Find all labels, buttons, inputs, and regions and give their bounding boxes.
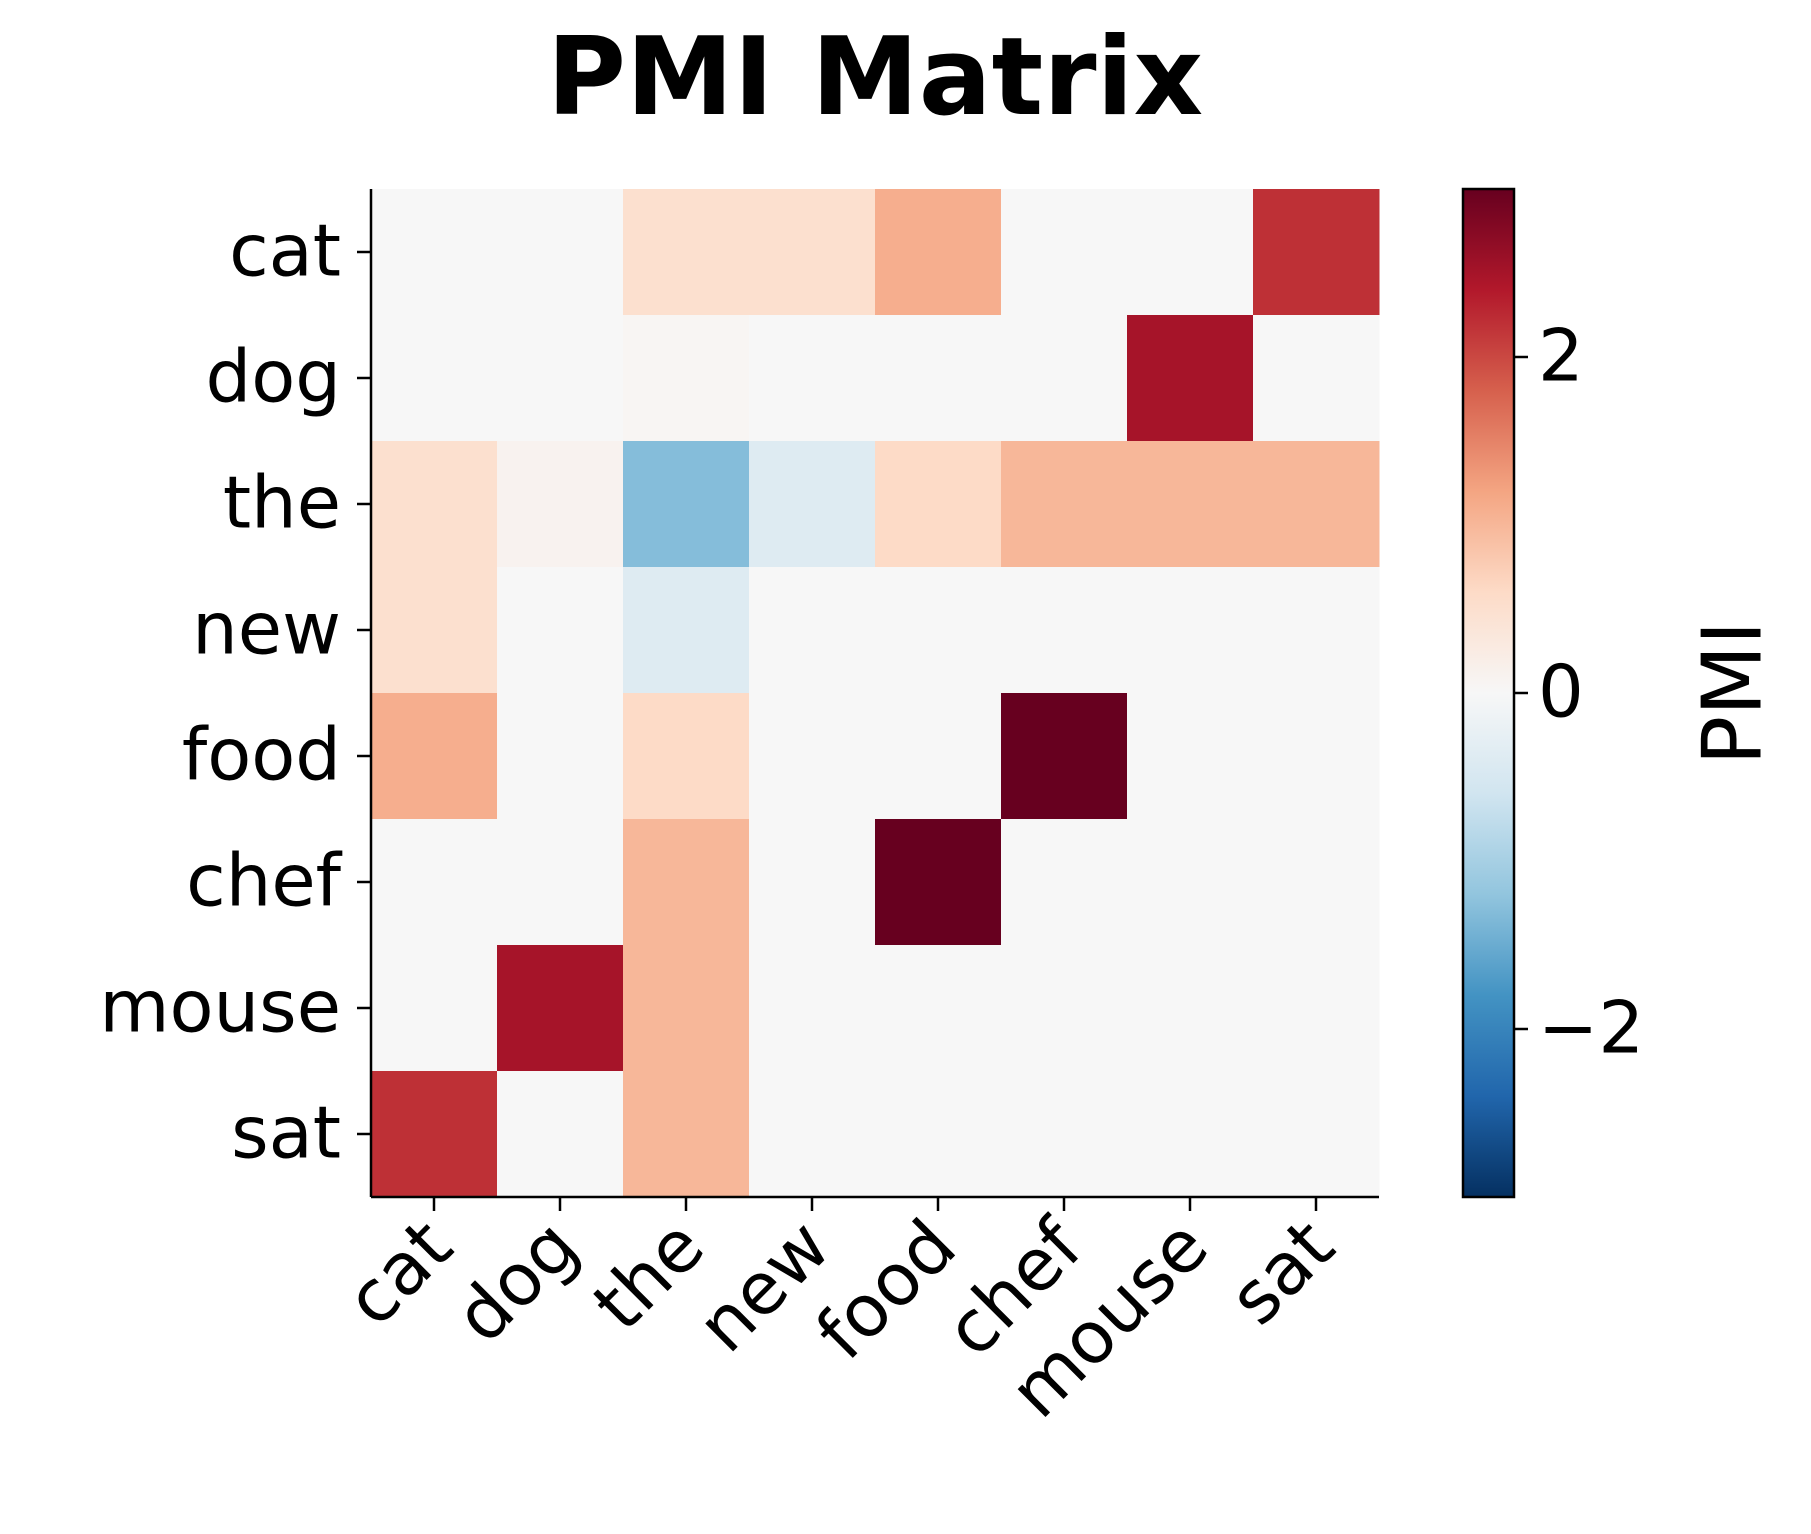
heatmap-cell bbox=[875, 1071, 1002, 1198]
heatmap-cell bbox=[497, 567, 624, 694]
heatmap-cell bbox=[1001, 189, 1128, 316]
heatmap-cell bbox=[1253, 567, 1380, 694]
heatmap-cell bbox=[1253, 693, 1380, 820]
heatmap-cell bbox=[1127, 315, 1254, 442]
heatmap-cell bbox=[497, 945, 624, 1072]
heatmap-cell bbox=[371, 315, 498, 442]
heatmap-cell bbox=[1127, 693, 1254, 820]
heatmap-cell bbox=[749, 693, 876, 820]
heatmap-cell bbox=[623, 693, 750, 820]
x-tick-label: sat bbox=[1213, 1203, 1350, 1340]
heatmap-cell bbox=[497, 819, 624, 946]
heatmap-cell bbox=[1127, 441, 1254, 568]
heatmap-cell bbox=[1253, 1071, 1380, 1198]
colorbar-tick-label: −2 bbox=[1538, 986, 1644, 1070]
heatmap-cell bbox=[1253, 189, 1380, 316]
heatmap-cell bbox=[1253, 315, 1380, 442]
heatmap-cell bbox=[749, 567, 876, 694]
heatmap-cell bbox=[1127, 1071, 1254, 1198]
heatmap-cell bbox=[1253, 441, 1380, 568]
heatmap-cell bbox=[623, 441, 750, 568]
heatmap-cell bbox=[371, 1071, 498, 1198]
heatmap-cell bbox=[371, 441, 498, 568]
heatmap-cell bbox=[1001, 819, 1128, 946]
y-tick-label: the bbox=[223, 461, 341, 545]
heatmap-cell bbox=[497, 441, 624, 568]
heatmap-cell bbox=[875, 441, 1002, 568]
heatmap-cell bbox=[623, 945, 750, 1072]
heatmap-cell bbox=[875, 189, 1002, 316]
heatmap-cell bbox=[497, 315, 624, 442]
y-tick-label: new bbox=[192, 587, 341, 671]
heatmap-cell bbox=[371, 189, 498, 316]
heatmap-cell bbox=[875, 819, 1002, 946]
heatmap-cell bbox=[371, 819, 498, 946]
heatmap-cell bbox=[875, 567, 1002, 694]
heatmap-cell bbox=[1001, 441, 1128, 568]
heatmap-cell bbox=[1127, 189, 1254, 316]
heatmap-cell bbox=[371, 693, 498, 820]
heatmap-cell bbox=[749, 315, 876, 442]
heatmap-cell bbox=[623, 567, 750, 694]
x-tick-label: food bbox=[800, 1203, 972, 1375]
heatmap-cell bbox=[1001, 567, 1128, 694]
heatmap-cell bbox=[1127, 819, 1254, 946]
y-tick-label: cat bbox=[229, 209, 341, 293]
heatmap-cell bbox=[749, 945, 876, 1072]
heatmap-cell bbox=[875, 693, 1002, 820]
heatmap-cell bbox=[497, 693, 624, 820]
y-tick-label: sat bbox=[231, 1091, 341, 1175]
x-tick-label: cat bbox=[329, 1203, 468, 1342]
heatmap-cell bbox=[875, 315, 1002, 442]
heatmap-cell bbox=[497, 1071, 624, 1198]
heatmap-cell bbox=[749, 189, 876, 316]
chart-title: PMI Matrix bbox=[547, 15, 1203, 140]
heatmap-cell bbox=[371, 567, 498, 694]
heatmap-cell bbox=[749, 819, 876, 946]
x-tick-label: dog bbox=[439, 1203, 594, 1358]
colorbar-tick-label: 0 bbox=[1538, 650, 1584, 734]
heatmap-cell bbox=[1253, 945, 1380, 1072]
y-tick-label: dog bbox=[206, 335, 341, 419]
heatmap-cell bbox=[1127, 567, 1254, 694]
heatmap-cell bbox=[749, 1071, 876, 1198]
heatmap-cell bbox=[623, 1071, 750, 1198]
heatmap-cell bbox=[1001, 315, 1128, 442]
heatmap-cell bbox=[623, 315, 750, 442]
x-tick-label: new bbox=[681, 1203, 846, 1368]
heatmap-cell bbox=[1001, 945, 1128, 1072]
colorbar-label: PMI bbox=[1685, 621, 1780, 765]
heatmap-cell bbox=[749, 441, 876, 568]
heatmap-cell bbox=[623, 819, 750, 946]
y-tick-label: mouse bbox=[99, 965, 341, 1049]
y-tick-label: chef bbox=[186, 839, 343, 923]
colorbar-tick-label: 2 bbox=[1538, 314, 1584, 398]
heatmap-cell bbox=[1127, 945, 1254, 1072]
y-tick-label: food bbox=[182, 713, 341, 797]
heatmap-cell bbox=[371, 945, 498, 1072]
heatmap-cell bbox=[1001, 693, 1128, 820]
colorbar bbox=[1461, 187, 1516, 1199]
heatmap-cell bbox=[1001, 1071, 1128, 1198]
heatmap-cell bbox=[875, 945, 1002, 1072]
heatmap-cell bbox=[1253, 819, 1380, 946]
heatmap-cell bbox=[623, 189, 750, 316]
heatmap-cell bbox=[497, 189, 624, 316]
